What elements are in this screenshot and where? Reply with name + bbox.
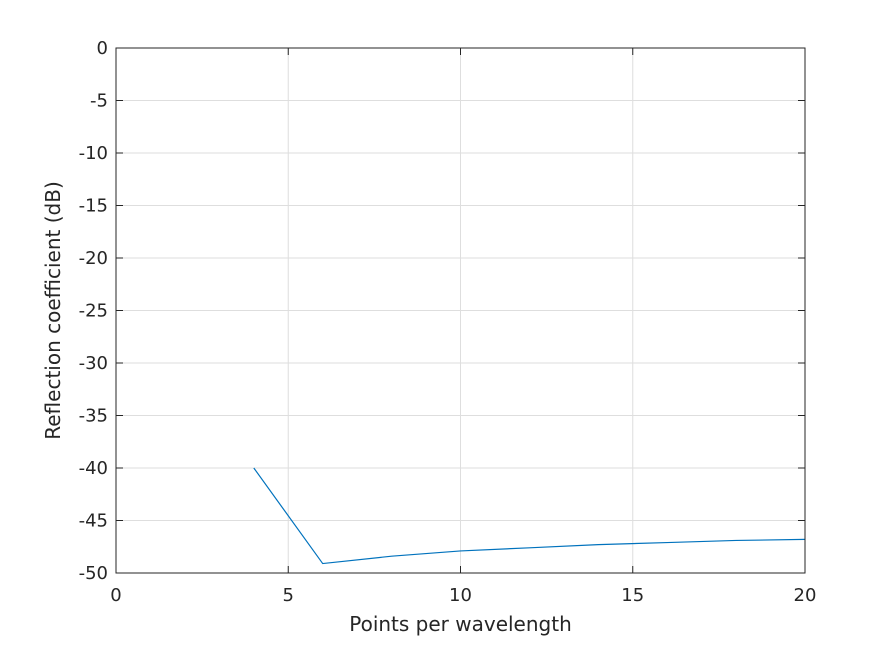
y-tick-label: -45: [79, 511, 108, 532]
y-tick-label: -15: [79, 196, 108, 217]
x-axis-label: Points per wavelength: [349, 612, 572, 636]
series-line: [253, 467, 806, 565]
series-layer: [253, 467, 806, 565]
y-tick-label: 0: [97, 38, 108, 59]
x-tick-labels: 0 5 10 15 20: [110, 585, 816, 606]
x-tick-label: 0: [110, 585, 121, 606]
y-tick-label: -20: [79, 248, 108, 269]
x-tick-label: 15: [621, 585, 644, 606]
y-tick-label: -10: [79, 143, 108, 164]
grid-lines: [115, 47, 806, 574]
y-tick-label: -30: [79, 353, 108, 374]
y-tick-label: -5: [90, 91, 108, 112]
y-tick-label: -50: [79, 563, 108, 584]
x-tick-label: 5: [283, 585, 294, 606]
x-tick-label: 10: [449, 585, 472, 606]
y-axis-label: Reflection coefficient (dB): [41, 181, 65, 440]
plot-frame: [115, 47, 806, 574]
y-tick-label: -25: [79, 301, 108, 322]
x-tick-label: 20: [794, 585, 817, 606]
y-tick-label: -35: [79, 406, 108, 427]
y-tick-label: -40: [79, 458, 108, 479]
y-tick-labels: 0 -5 -10 -15 -20 -25 -30 -35 -40 -45 -50: [79, 38, 108, 584]
